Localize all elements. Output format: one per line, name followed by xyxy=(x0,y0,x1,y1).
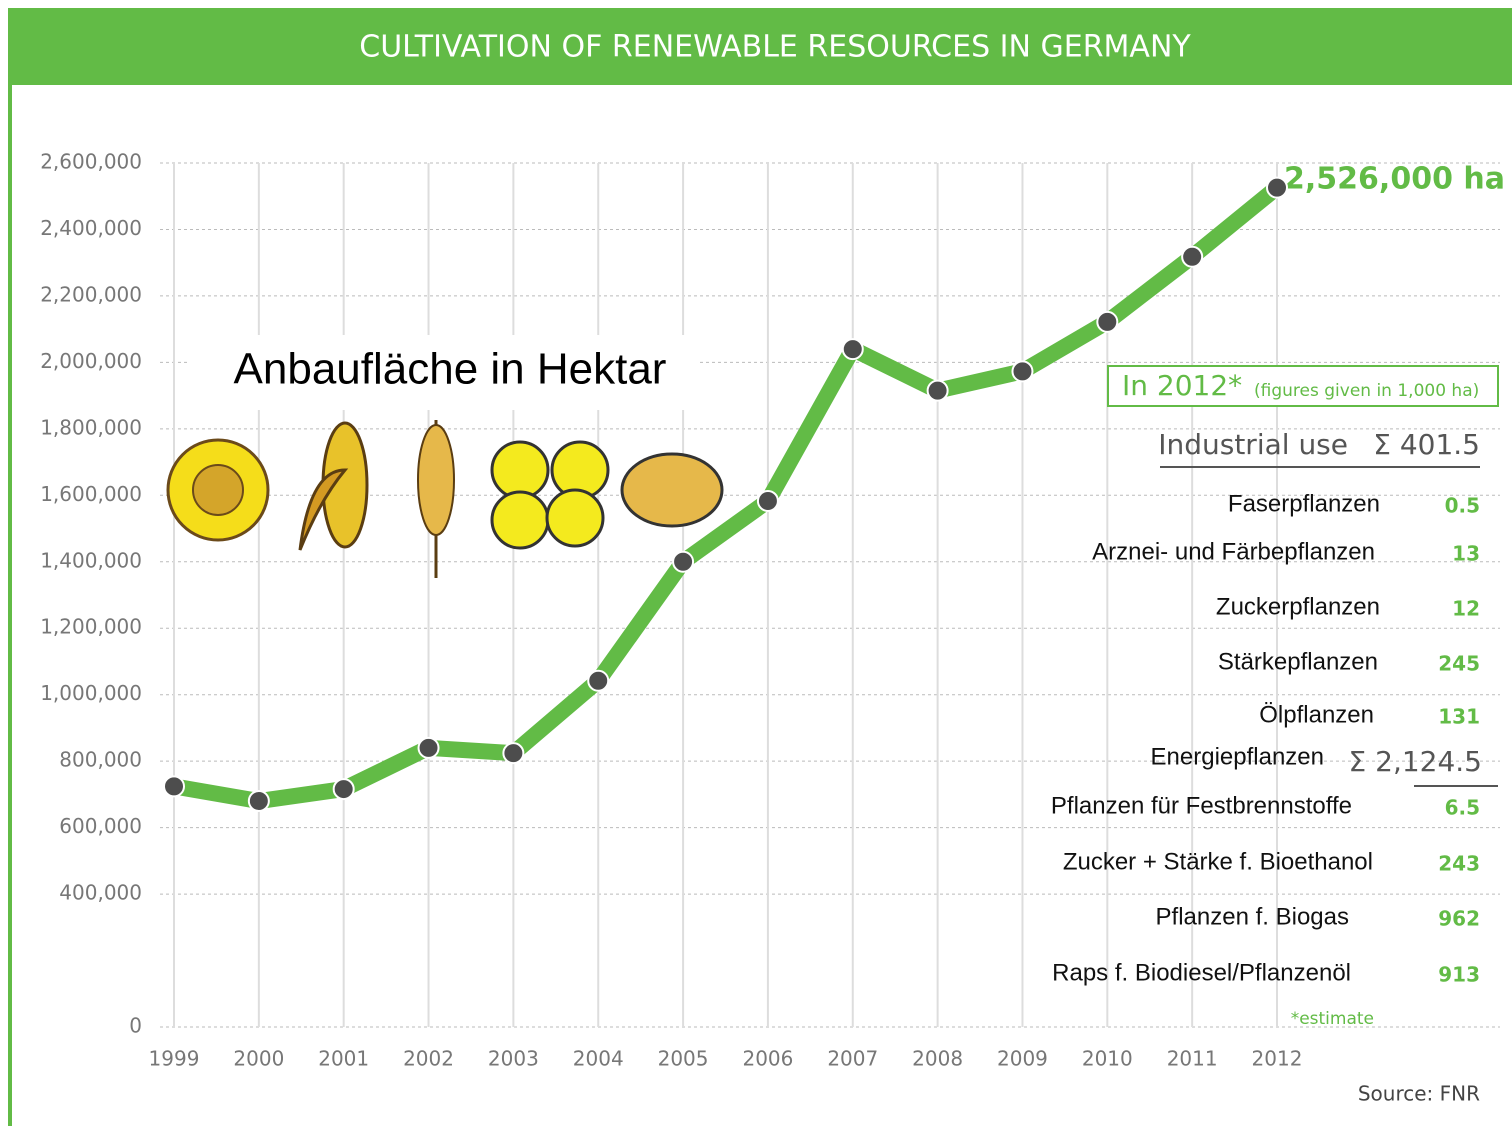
point xyxy=(334,779,354,799)
row-label: Zuckerpflanzen xyxy=(1216,593,1380,620)
y-tick-label: 800,000 xyxy=(59,748,142,772)
row-value: 962 xyxy=(1438,907,1480,931)
row-value: 0.5 xyxy=(1445,494,1480,518)
y-tick-label: 2,600,000 xyxy=(40,150,142,174)
y-tick-label: 400,000 xyxy=(59,881,142,905)
industrial-label: Industrial use xyxy=(1158,428,1348,461)
row-value: 13 xyxy=(1452,542,1480,566)
energy-label: Energiepflanzen xyxy=(1151,743,1324,770)
row-label: Arznei- und Färbepflanzen xyxy=(1092,538,1375,565)
box-title: In 2012* xyxy=(1122,369,1242,402)
point xyxy=(1097,312,1117,332)
row-value: 913 xyxy=(1438,963,1480,987)
x-tick-label: 2011 xyxy=(1167,1047,1218,1071)
y-tick-label: 2,400,000 xyxy=(40,216,142,240)
point xyxy=(503,743,523,763)
row-label: Raps f. Biodiesel/Pflanzenöl xyxy=(1052,959,1351,986)
y-tick-label: 2,000,000 xyxy=(40,349,142,373)
footnote: *estimate xyxy=(1291,1009,1374,1029)
x-tick-label: 2010 xyxy=(1082,1047,1133,1071)
y-tick-label: 600,000 xyxy=(59,814,142,838)
box-note: (figures given in 1,000 ha) xyxy=(1254,381,1479,401)
point xyxy=(843,339,863,359)
point xyxy=(1012,361,1032,381)
row-value: 12 xyxy=(1452,597,1480,621)
row-value: 6.5 xyxy=(1445,796,1480,820)
row-value: 131 xyxy=(1438,705,1480,729)
row-label: Pflanzen f. Biogas xyxy=(1156,903,1349,930)
point xyxy=(673,552,693,572)
crop-icons xyxy=(168,420,722,578)
point xyxy=(588,671,608,691)
chart: CULTIVATION OF RENEWABLE RESOURCES IN GE… xyxy=(0,0,1512,1126)
point xyxy=(928,381,948,401)
row-label: Ölpflanzen xyxy=(1259,701,1374,728)
y-tick-label: 1,000,000 xyxy=(40,681,142,705)
y-tick-label: 0 xyxy=(129,1014,142,1038)
y-tick-label: 1,200,000 xyxy=(40,615,142,639)
y-tick-label: 1,400,000 xyxy=(40,548,142,572)
point xyxy=(1267,178,1287,198)
x-tick-label: 2005 xyxy=(658,1047,709,1071)
x-tick-label: 2006 xyxy=(742,1047,793,1071)
energy-sum: Σ 2,124.5 xyxy=(1349,745,1482,778)
x-tick-label: 2000 xyxy=(233,1047,284,1071)
row-value: 245 xyxy=(1438,652,1480,676)
source: Source: FNR xyxy=(1358,1082,1480,1106)
x-tick-label: 2004 xyxy=(573,1047,624,1071)
x-tick-label: 2012 xyxy=(1252,1047,1303,1071)
point xyxy=(419,738,439,758)
subtitle: Anbaufläche in Hektar xyxy=(234,345,667,394)
left-border xyxy=(8,85,12,1126)
y-tick-label: 2,200,000 xyxy=(40,282,142,306)
point xyxy=(249,791,269,811)
industrial-sum: Σ 401.5 xyxy=(1373,428,1480,461)
x-tick-label: 2007 xyxy=(827,1047,878,1071)
x-tick-label: 1999 xyxy=(149,1047,200,1071)
y-tick-label: 1,600,000 xyxy=(40,482,142,506)
point xyxy=(1182,247,1202,267)
end-label: 2,526,000 ha xyxy=(1284,162,1505,197)
row-label: Stärkepflanzen xyxy=(1218,648,1378,675)
x-tick-label: 2002 xyxy=(403,1047,454,1071)
chart-title: CULTIVATION OF RENEWABLE RESOURCES IN GE… xyxy=(359,30,1191,65)
row-label: Pflanzen für Festbrennstoffe xyxy=(1051,792,1352,819)
x-tick-label: 2003 xyxy=(488,1047,539,1071)
row-label: Faserpflanzen xyxy=(1228,490,1380,517)
x-tick-label: 2009 xyxy=(997,1047,1048,1071)
row-label: Zucker + Stärke f. Bioethanol xyxy=(1063,848,1373,875)
point xyxy=(758,491,778,511)
point xyxy=(164,776,184,796)
row-value: 243 xyxy=(1438,852,1480,876)
x-tick-label: 2008 xyxy=(912,1047,963,1071)
y-tick-label: 1,800,000 xyxy=(40,415,142,439)
x-tick-label: 2001 xyxy=(318,1047,369,1071)
